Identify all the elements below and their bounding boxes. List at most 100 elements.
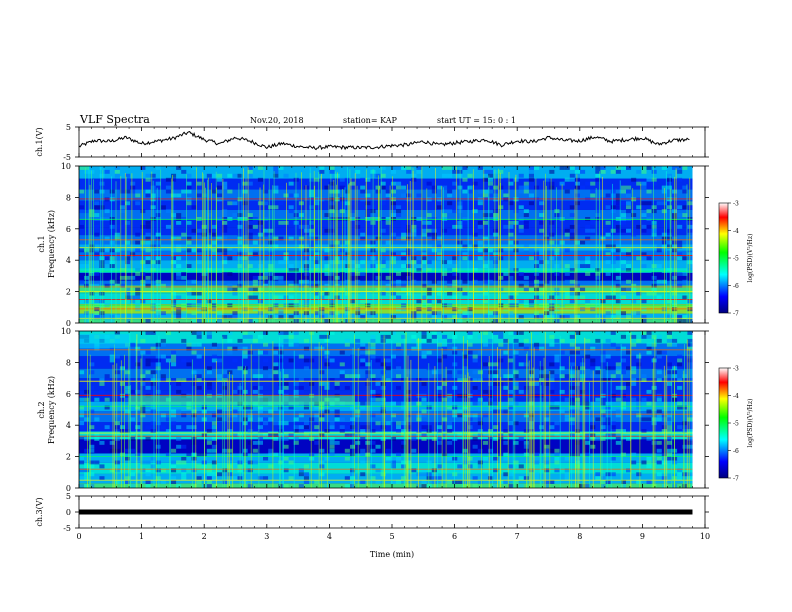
spectrogram-cell xyxy=(549,425,555,430)
spectrogram-cell xyxy=(651,228,657,233)
spectrogram-cell xyxy=(329,452,335,457)
spectrogram-cell xyxy=(569,409,575,414)
spectrogram-cell xyxy=(477,421,483,426)
spectrogram-cell xyxy=(84,209,90,214)
spectrogram-cell xyxy=(656,370,662,375)
spectrogram-cell xyxy=(344,484,350,488)
spectrogram-cell xyxy=(176,295,182,300)
spectrogram-cell xyxy=(196,480,202,484)
spectrogram-cell xyxy=(477,248,483,253)
spectrogram-cell xyxy=(303,228,309,233)
spectrogram-cell xyxy=(339,425,345,430)
spectrogram-cell xyxy=(477,362,483,367)
spectrogram-cell xyxy=(257,264,263,268)
spectrogram-cell xyxy=(145,425,151,430)
spectrogram-cell xyxy=(365,209,371,214)
spectrogram-cell xyxy=(436,378,442,382)
spectrogram-cell xyxy=(125,476,131,481)
x-tick-label: 2 xyxy=(202,532,207,541)
spectrogram-cell xyxy=(539,378,545,382)
spectrogram-cell xyxy=(247,252,253,257)
spectrogram-cell xyxy=(600,169,606,174)
spectrogram-cell xyxy=(513,354,519,359)
spectrogram-cell xyxy=(329,260,335,265)
spectrogram-cell xyxy=(329,425,335,430)
spectrogram-cell xyxy=(646,291,652,296)
spectrogram-cell xyxy=(94,272,100,276)
spectrogram-cell xyxy=(206,472,212,477)
spectrogram-cell xyxy=(401,401,407,406)
spectrogram-cell xyxy=(196,378,202,382)
spectrogram-cell xyxy=(518,385,524,390)
spectrogram-cell xyxy=(559,409,565,414)
spectrogram-cell xyxy=(242,181,248,186)
spectrogram-cell xyxy=(298,484,304,488)
spectrogram-cell xyxy=(324,248,330,253)
spectrogram-cell xyxy=(135,193,141,198)
spectrogram-cell xyxy=(488,279,494,284)
spectrogram-cell xyxy=(574,224,580,229)
spectrogram-cell xyxy=(442,433,448,437)
spectrogram-cell xyxy=(411,224,417,229)
spectrogram-cell xyxy=(457,413,463,418)
spectrogram-cell xyxy=(656,334,662,339)
spectrogram-cell xyxy=(278,452,284,457)
spectrogram-cell xyxy=(273,362,279,367)
spectrogram-cell xyxy=(590,181,596,186)
spectrogram-cell xyxy=(615,362,621,367)
spectrogram-cell xyxy=(631,213,637,217)
spectrogram-cell xyxy=(636,291,642,296)
spectrogram-cell xyxy=(186,346,192,351)
y-tick-label: 0 xyxy=(66,319,71,328)
spectrogram-cell xyxy=(431,334,437,339)
spectrogram-cell xyxy=(620,366,626,371)
spectrogram-cell xyxy=(283,193,289,198)
spectrogram-cell xyxy=(160,480,166,484)
spectrogram-cell xyxy=(401,287,407,292)
frequency-band xyxy=(79,411,693,423)
spectrogram-cell xyxy=(457,409,463,414)
spectrogram-cell xyxy=(626,287,632,292)
spectrogram-cell xyxy=(145,370,151,375)
spectrogram-cell xyxy=(651,272,657,276)
spectrogram-cell xyxy=(462,291,468,296)
spectrogram-cell xyxy=(523,189,529,194)
spectrogram-cell xyxy=(273,166,279,170)
spectrogram-cell xyxy=(79,209,85,214)
spectrogram-cell xyxy=(549,370,555,375)
spectrogram-cell xyxy=(452,224,458,229)
spectrogram-cell xyxy=(350,480,356,484)
spectrogram-cell xyxy=(646,350,652,355)
spectrogram-cell xyxy=(477,480,483,484)
spectrogram-cell xyxy=(303,185,309,190)
spectrogram-cell xyxy=(641,252,647,257)
spectrogram-cell xyxy=(672,338,678,343)
spectrogram-cell xyxy=(569,342,575,347)
spectrogram-cell xyxy=(211,444,217,449)
spectrogram-cell xyxy=(580,268,586,272)
spectrogram-cell xyxy=(217,177,223,182)
spectrogram-cell xyxy=(518,476,524,481)
spectrogram-cell xyxy=(554,287,560,292)
spectrogram-cell xyxy=(580,185,586,190)
spectrogram-cell xyxy=(165,358,171,363)
spectrogram-cell xyxy=(380,173,386,178)
spectrogram-cell xyxy=(268,417,274,422)
spectrogram-cell xyxy=(344,456,350,461)
spectrogram-cell xyxy=(426,425,432,430)
spectrogram-cell xyxy=(222,334,228,339)
spectrogram-cell xyxy=(211,358,217,363)
spectrogram-cell xyxy=(329,209,335,214)
spectrogram-cell xyxy=(452,437,458,441)
spectrogram-cell xyxy=(605,244,611,249)
spectrogram-cell xyxy=(309,228,315,233)
spectrogram-cell xyxy=(411,401,417,406)
spectrogram-cell xyxy=(314,346,320,351)
spectrogram-cell xyxy=(125,448,131,453)
spectrogram-cell xyxy=(119,189,125,194)
spectrogram-cell xyxy=(365,177,371,182)
spectrogram-cell xyxy=(288,342,294,347)
spectrogram-cell xyxy=(590,444,596,449)
spectrogram-cell xyxy=(682,272,688,276)
spectrogram-cell xyxy=(247,417,253,422)
